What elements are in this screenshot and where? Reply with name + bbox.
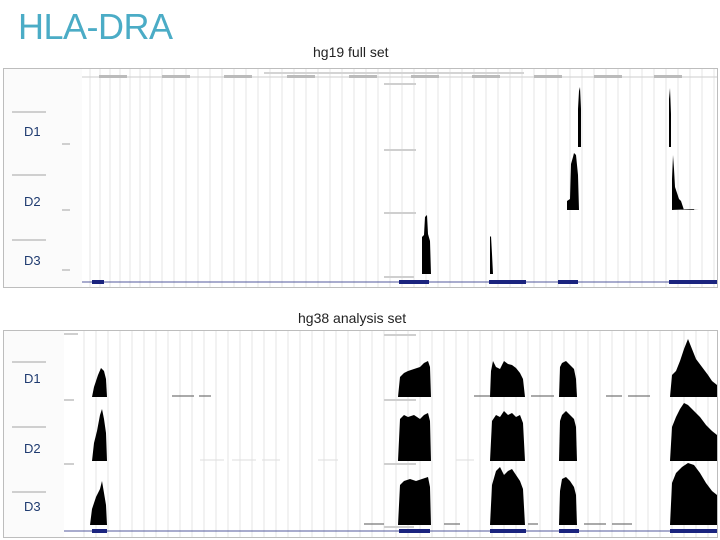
d2-signal-row — [92, 403, 717, 461]
peak-d3-2 — [489, 236, 493, 274]
d3-peak-3 — [490, 467, 525, 525]
hg19-browser-tracks — [4, 69, 717, 287]
genome-browser-panel-hg38: D1 D2 D3 — [3, 330, 718, 538]
exon-1 — [92, 280, 104, 284]
d1-peak-5 — [670, 339, 717, 397]
exon-3 — [490, 529, 526, 533]
genome-browser-panel-hg19: D1 D2 D3 — [3, 68, 718, 288]
d2-peak-2 — [398, 413, 431, 461]
peak-d1-1 — [576, 87, 582, 147]
grid-lines — [83, 331, 709, 537]
d3-peak-4 — [559, 477, 577, 525]
exon-2 — [399, 280, 429, 284]
top-panel-caption: hg19 full set — [313, 44, 389, 60]
d3-signal-row — [90, 463, 717, 525]
slide-title: HLA-DRA — [18, 6, 173, 47]
exon-4 — [558, 280, 578, 284]
d3-peak-2 — [398, 477, 431, 525]
d2-peak-1 — [92, 409, 107, 461]
d1-peak-2 — [398, 361, 431, 397]
d1-peak-4 — [559, 361, 577, 397]
track-label-column — [4, 69, 82, 287]
grid-lines — [89, 69, 715, 287]
hg38-browser-tracks — [4, 331, 717, 537]
side-scale-labels — [12, 83, 416, 278]
exon-1 — [92, 529, 107, 533]
track-label-d2-bottom: D2 — [24, 441, 41, 456]
d1-peak-3 — [490, 361, 525, 397]
exon-4 — [559, 529, 579, 533]
track-label-d1-bottom: D1 — [24, 371, 41, 386]
peak-d2-1 — [562, 153, 579, 210]
bottom-panel-caption: hg38 analysis set — [298, 310, 407, 326]
d2-peak-3 — [490, 411, 525, 461]
d3-peak-5 — [670, 463, 717, 525]
track-label-column — [4, 331, 64, 537]
track-label-d3-bottom: D3 — [24, 499, 41, 514]
peak-d2-2 — [670, 155, 699, 210]
track-label-d1-top: D1 — [24, 124, 41, 139]
d2-peak-5 — [670, 403, 717, 461]
exon-5 — [669, 280, 717, 284]
peak-d3-1 — [420, 215, 431, 274]
exon-3 — [489, 280, 526, 284]
ruler-labels — [99, 75, 682, 78]
d1-signal-row — [92, 339, 717, 397]
d3-peak-1 — [90, 481, 107, 525]
exon-5 — [670, 529, 717, 533]
side-scale-labels — [12, 333, 416, 528]
track-label-d2-top: D2 — [24, 194, 41, 209]
track-label-d3-top: D3 — [24, 253, 41, 268]
peak-d1-2 — [668, 88, 671, 147]
d1-peak-1 — [92, 368, 107, 397]
exon-2 — [399, 529, 430, 533]
d2-peak-4 — [559, 411, 577, 461]
